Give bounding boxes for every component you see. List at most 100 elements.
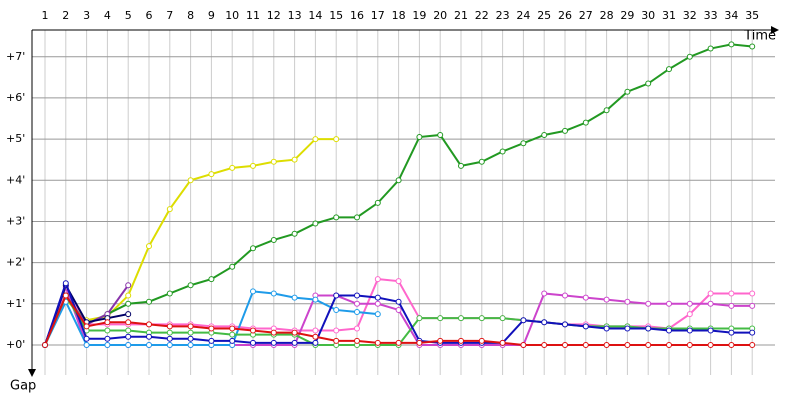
data-point (333, 136, 340, 143)
x-tick-label: 25 (537, 9, 551, 22)
data-point (208, 337, 215, 344)
data-point (187, 335, 194, 342)
data-point (645, 80, 652, 87)
data-point (374, 294, 381, 301)
data-point (166, 335, 173, 342)
data-point (83, 335, 90, 342)
data-point (83, 323, 90, 330)
data-point (541, 131, 548, 138)
x-tick-label: 26 (558, 9, 572, 22)
data-point (478, 158, 485, 165)
x-tick-label: 12 (267, 9, 281, 22)
data-point (603, 296, 610, 303)
data-point (728, 341, 735, 348)
data-point (125, 311, 132, 318)
data-point (354, 300, 360, 307)
x-tick-label: 14 (308, 9, 322, 22)
data-point (125, 319, 132, 326)
data-point (104, 341, 111, 348)
data-point (437, 337, 444, 344)
data-point (354, 337, 360, 344)
data-point (520, 341, 527, 348)
data-point (416, 134, 423, 141)
data-point (187, 329, 194, 336)
x-tick-label: 35 (745, 9, 759, 22)
data-point (686, 341, 693, 348)
data-point (624, 325, 631, 332)
series-layer (42, 41, 756, 348)
y-tick-label: +4' (6, 173, 25, 186)
data-point (291, 230, 298, 237)
x-tick-label: 32 (683, 9, 697, 22)
data-point (146, 298, 152, 305)
data-point (582, 119, 589, 126)
data-point (395, 278, 402, 285)
data-point (125, 333, 132, 340)
data-point (541, 319, 548, 326)
data-point (187, 323, 194, 330)
data-point (395, 298, 402, 305)
data-point (541, 341, 548, 348)
x-tick-label: 15 (329, 9, 343, 22)
data-point (42, 341, 48, 348)
data-point (666, 341, 672, 348)
data-point (250, 327, 256, 334)
data-point (333, 292, 340, 299)
data-point (270, 158, 277, 165)
data-point (229, 337, 236, 344)
data-point (499, 315, 506, 322)
x-tick-label: 23 (496, 9, 510, 22)
data-point (395, 177, 402, 184)
data-point (333, 327, 340, 334)
data-point (374, 276, 381, 283)
data-point (645, 341, 652, 348)
x-tick-label: 5 (125, 9, 132, 22)
data-point (458, 162, 464, 169)
x-tick-label: 7 (166, 9, 173, 22)
x-tick-label: 21 (454, 9, 468, 22)
data-point (624, 88, 631, 95)
x-tick-label: 20 (433, 9, 447, 22)
data-point (666, 66, 672, 73)
data-point (520, 140, 527, 147)
data-point (562, 321, 568, 328)
data-point (395, 339, 402, 346)
data-point (354, 325, 360, 332)
x-tick-label: 10 (225, 9, 239, 22)
y-tick-label: +6' (6, 91, 25, 104)
data-point (62, 292, 69, 299)
x-tick-label: 8 (187, 9, 194, 22)
data-point (270, 339, 277, 346)
data-point (624, 298, 631, 305)
x-tick-label: 2 (62, 9, 69, 22)
data-point (582, 341, 589, 348)
data-point (208, 276, 215, 283)
data-point (270, 236, 277, 243)
data-point (187, 282, 194, 289)
x-tick-label: 18 (392, 9, 406, 22)
data-point (707, 327, 714, 334)
y-tick-label: +0' (6, 338, 25, 351)
data-point (749, 341, 756, 348)
x-tick-label: 22 (475, 9, 489, 22)
data-point (166, 323, 173, 330)
x-tick-label: 16 (350, 9, 364, 22)
data-point (749, 290, 756, 297)
data-point (437, 131, 444, 138)
data-point (125, 327, 132, 334)
x-tick-label: 27 (579, 9, 593, 22)
data-point (187, 177, 194, 184)
data-point (582, 294, 589, 301)
x-tick-label: 30 (641, 9, 655, 22)
data-point (125, 300, 132, 307)
data-point (499, 339, 506, 346)
data-point (374, 339, 381, 346)
data-point (728, 302, 735, 309)
data-point (749, 43, 756, 50)
data-point (520, 317, 527, 324)
y-tick-label: +3' (6, 214, 25, 227)
data-point (146, 243, 152, 250)
data-point (333, 337, 340, 344)
x-tick-label: 3 (83, 9, 90, 22)
data-point (229, 164, 236, 171)
